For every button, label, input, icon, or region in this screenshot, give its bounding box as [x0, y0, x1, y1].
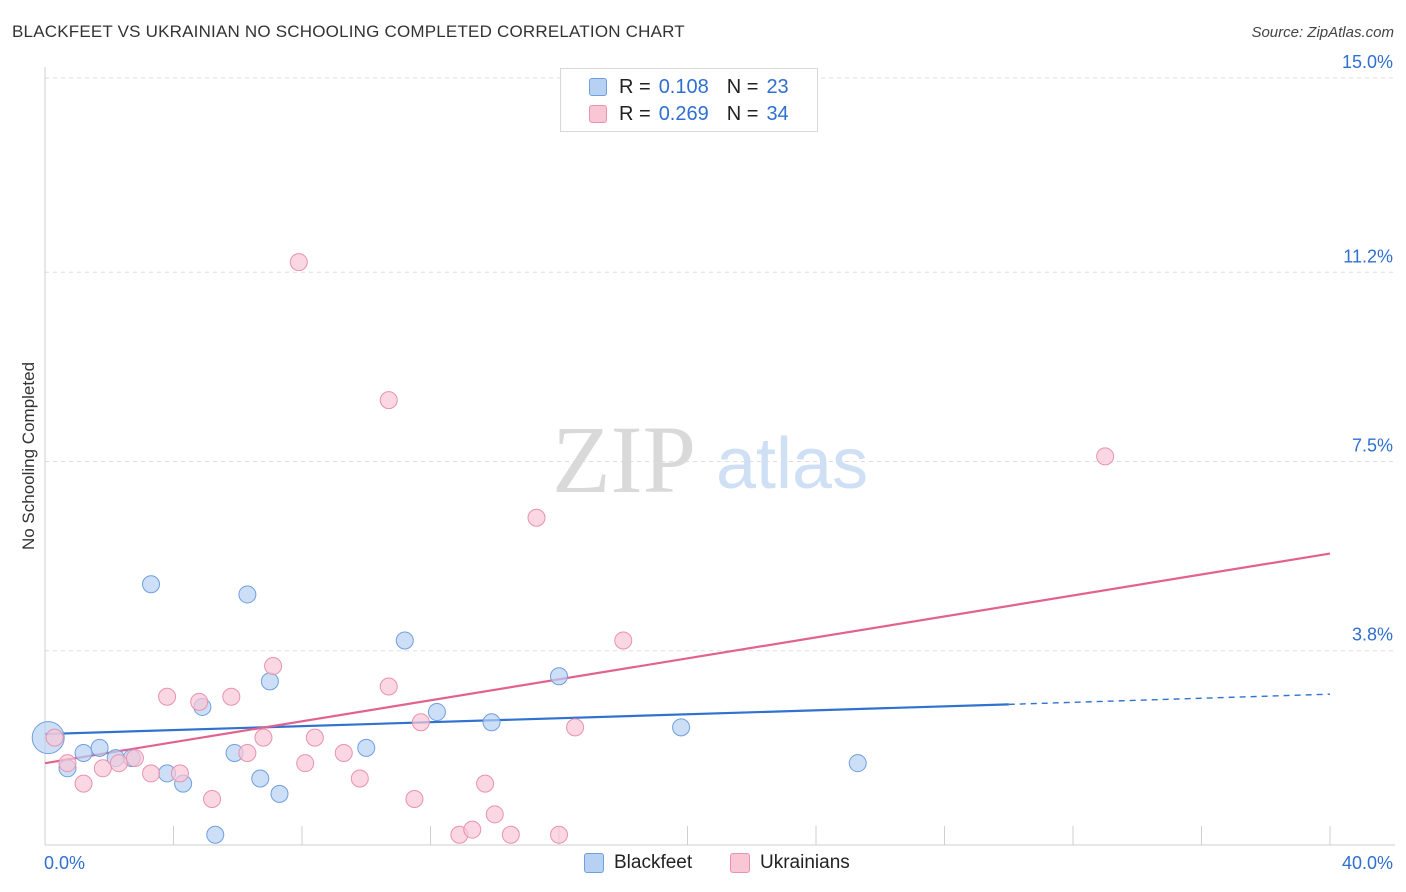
ukrainians-point: [405, 789, 424, 808]
legend-label-ukrainians: Ukrainians: [760, 852, 850, 873]
legend-row-ukrainians: R = 0.269 N = 34: [561, 101, 789, 127]
blackfeet-point: [427, 703, 446, 722]
ukrainians-point: [379, 391, 398, 410]
ukrainians-point: [334, 743, 353, 762]
ukrainians-point: [222, 687, 241, 706]
blackfeet-trend-line: [44, 703, 1009, 736]
ukrainians-trend-line: [44, 552, 1331, 765]
data-points: [31, 253, 1115, 844]
series-legend: Blackfeet Ukrainians: [0, 852, 1406, 876]
ukrainians-point: [142, 764, 161, 783]
ukrainians-point: [74, 774, 93, 793]
ukrainians-point: [170, 764, 189, 783]
ukrainians-point: [289, 253, 308, 272]
ukrainians-point: [476, 774, 495, 793]
ukrainians-point: [58, 754, 77, 773]
watermark: ZIP atlas: [552, 406, 868, 513]
ukrainians-point: [614, 631, 633, 650]
ukrainians-point: [566, 718, 585, 737]
x-tick-label-max: 40.0%: [1342, 853, 1393, 873]
legend-n-label: N =: [726, 102, 759, 125]
ukrainians-point: [550, 825, 568, 844]
ukrainians-point: [350, 769, 369, 788]
gridlines: [45, 77, 1395, 652]
legend-r-value: 0.269: [658, 102, 709, 125]
legend-n-value: 34: [766, 102, 789, 125]
ukrainians-point: [254, 728, 273, 747]
y-tick-label: 11.2%: [1343, 246, 1393, 266]
ukrainians-point: [125, 749, 144, 768]
ukrainians-point: [190, 692, 209, 711]
ukrainians-point: [158, 687, 177, 706]
y-axis-title-group: No Schooling Completed: [19, 362, 38, 550]
blackfeet-point: [395, 631, 414, 650]
y-tick-label: 3.8%: [1352, 625, 1393, 645]
pink-swatch-icon: [730, 853, 750, 873]
ukrainians-point: [296, 754, 315, 773]
ukrainians-point: [485, 805, 504, 824]
blackfeet-point: [270, 784, 289, 803]
legend-item-blackfeet[interactable]: Blackfeet: [584, 852, 692, 874]
blackfeet-trend-extension: [1008, 693, 1331, 706]
legend-r-label: R =: [619, 102, 651, 125]
legend-item-ukrainians[interactable]: Ukrainians: [730, 852, 850, 874]
blackfeet-point: [206, 825, 225, 844]
blackfeet-point: [260, 672, 279, 691]
blackfeet-point: [672, 718, 691, 737]
source-label: Source: ZipAtlas.com: [1251, 24, 1394, 41]
blue-swatch-icon: [584, 853, 604, 873]
blackfeet-point: [90, 738, 109, 757]
ukrainians-point: [45, 728, 64, 747]
legend-n-label: N =: [726, 75, 759, 98]
y-tick-label: 15.0%: [1342, 52, 1393, 72]
blackfeet-point: [142, 575, 161, 594]
blackfeet-point: [550, 667, 568, 686]
legend-r-label: R =: [619, 75, 651, 98]
pink-swatch-icon: [589, 105, 607, 123]
ukrainians-point: [305, 728, 324, 747]
ukrainians-point: [379, 677, 398, 696]
ukrainians-point: [264, 657, 283, 676]
x-tick-label-min: 0.0%: [44, 853, 85, 873]
legend-r-value: 0.108: [658, 75, 709, 98]
y-tick-label: 7.5%: [1352, 436, 1393, 456]
chart-title: BLACKFEET VS UKRAINIAN NO SCHOOLING COMP…: [12, 22, 685, 41]
ukrainians-point: [463, 820, 482, 839]
blackfeet-point: [848, 754, 867, 773]
legend-label-blackfeet: Blackfeet: [614, 852, 693, 873]
ukrainians-point: [203, 789, 222, 808]
legend-row-blackfeet: R = 0.108 N = 23: [561, 74, 789, 100]
ukrainians-point: [527, 508, 546, 527]
correlation-legend: R = 0.108 N = 23 R = 0.269 N = 34: [560, 68, 818, 132]
blackfeet-point: [74, 743, 93, 762]
y-axis-title: No Schooling Completed: [19, 362, 38, 550]
blackfeet-point: [238, 585, 257, 604]
blackfeet-point: [251, 769, 270, 788]
ukrainians-point: [501, 825, 520, 844]
ukrainians-point: [238, 743, 257, 762]
ukrainians-point: [411, 713, 430, 732]
trend-lines: [44, 552, 1331, 765]
tick-labels: 3.8% 7.5% 11.2% 15.0% 0.0% 40.0%: [44, 52, 1393, 873]
legend-n-value: 23: [766, 75, 789, 98]
ukrainians-point: [109, 754, 128, 773]
blackfeet-point: [482, 713, 501, 732]
watermark-zip: ZIP: [552, 406, 696, 513]
ukrainians-point: [1096, 447, 1115, 466]
watermark-atlas: atlas: [716, 424, 868, 504]
ukrainians-point: [93, 759, 112, 778]
blackfeet-point: [357, 738, 376, 757]
blue-swatch-icon: [589, 78, 607, 96]
